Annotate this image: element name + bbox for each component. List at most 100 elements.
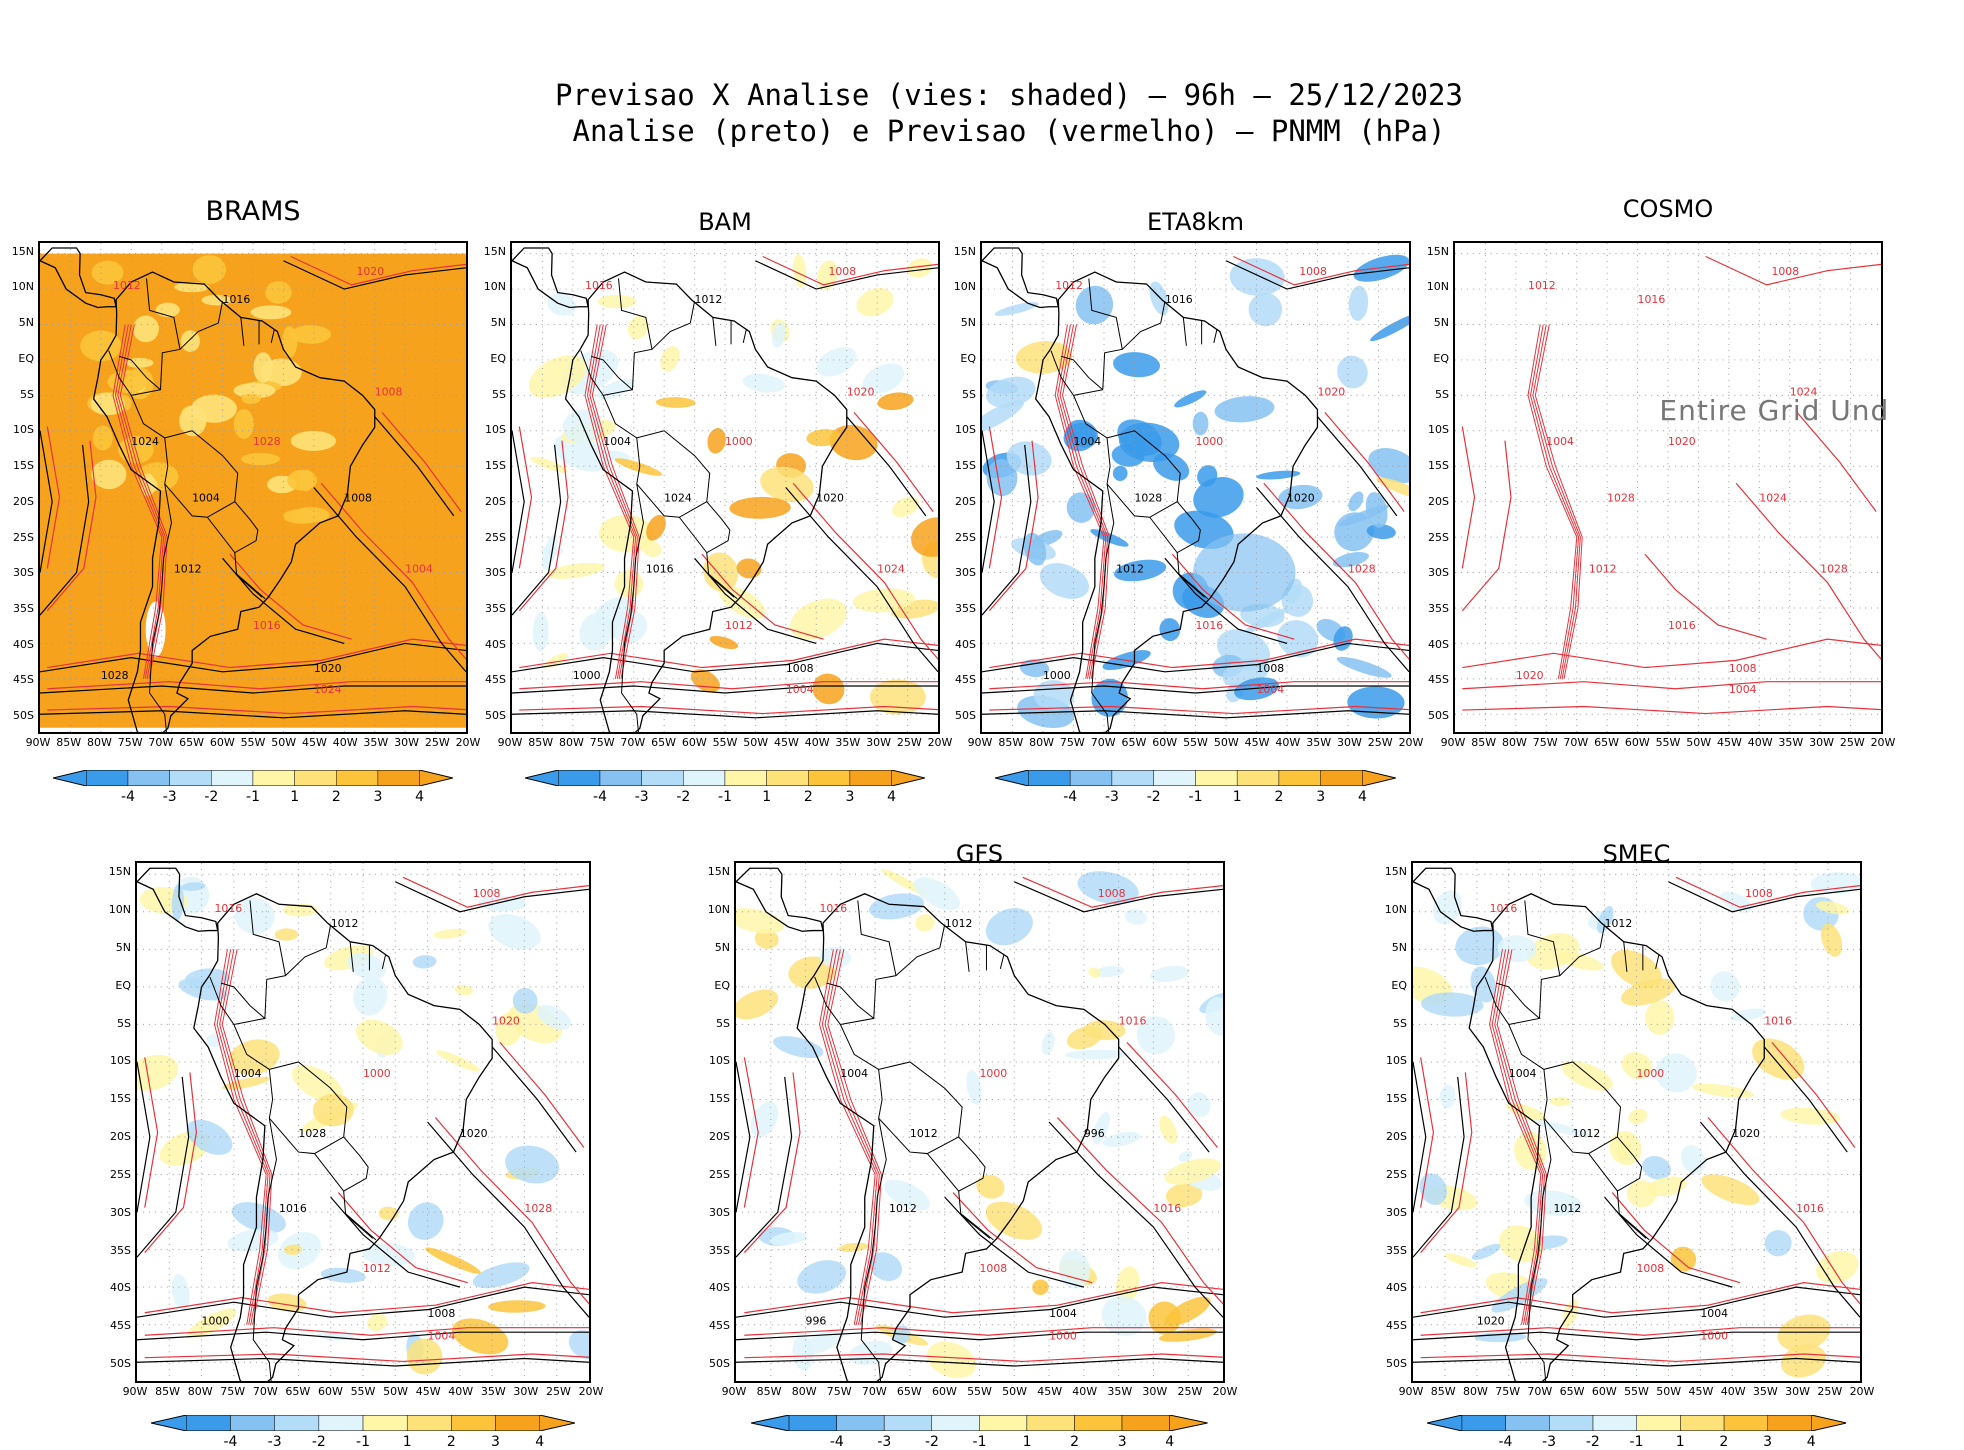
latitude-label: 5N	[960, 316, 976, 330]
colorbar-segment	[1026, 1415, 1075, 1431]
latitude-label: 25S	[1386, 1167, 1407, 1181]
longitude-label: 25W	[1817, 1385, 1843, 1398]
forecast-isobar	[1324, 412, 1405, 512]
bias-blob	[1063, 422, 1096, 452]
forecast-isobar	[744, 1353, 1223, 1363]
colorbar-segment	[641, 770, 684, 786]
forecast-isobar	[1420, 1282, 1860, 1314]
analysis-isobar	[736, 1061, 751, 1213]
colorbar-tick-label: -1	[356, 1434, 370, 1450]
longitude-label: 85W	[528, 736, 554, 749]
bias-blob	[792, 1334, 814, 1371]
country-border	[1616, 1191, 1650, 1241]
isobars	[1461, 255, 1881, 715]
bias-blob	[181, 882, 206, 891]
contour-label: 1012	[910, 1127, 938, 1140]
latitude-label: 30S	[485, 566, 506, 580]
colorbar-segment	[539, 1415, 576, 1431]
colorbar-segment	[294, 770, 337, 786]
bias-blob	[986, 459, 1018, 497]
central-america-coastline	[1413, 867, 1494, 932]
bias-blob	[579, 612, 614, 651]
forecast-isobar	[519, 681, 938, 690]
forecast-isobar	[744, 1282, 1223, 1314]
contour-label: 1016	[1796, 1202, 1824, 1215]
bias-blob	[505, 1145, 560, 1184]
bias-blob	[1444, 1253, 1478, 1268]
forecast-isobar	[519, 705, 938, 715]
bias-blob	[192, 255, 226, 284]
central-america-coastline	[982, 247, 1060, 309]
country-border	[249, 900, 286, 976]
country-borders	[814, 900, 1005, 1381]
latitude-label: 15S	[955, 459, 976, 473]
colorbar-tick-label: -1	[972, 1434, 987, 1450]
colorbar-segment	[1074, 1415, 1123, 1431]
bias-blob	[1370, 313, 1409, 342]
forecast-isobar	[989, 705, 1409, 715]
forecast-isobar	[1462, 681, 1881, 690]
bias-blob	[1332, 552, 1369, 568]
bias-blob	[1277, 620, 1319, 658]
colorbar-segment	[1320, 770, 1363, 786]
bias-blob	[1101, 1296, 1147, 1337]
analysis-isobar	[736, 1357, 1223, 1367]
bias-blob	[1780, 1344, 1827, 1378]
bias-blob	[655, 397, 696, 408]
bias-blob	[1159, 1115, 1178, 1144]
map-canvas: 1016 1012 1008 1004 1000 1020 1024 1016 1012 1008…	[512, 243, 938, 732]
colorbar-tick-label: -3	[877, 1434, 892, 1450]
south-america-coastline	[1468, 893, 1765, 1381]
longitude-label: 50W	[271, 736, 297, 749]
latitude-label: 5S	[962, 387, 976, 401]
latitude-label: 5N	[1391, 941, 1407, 954]
contour-label: 1020	[314, 662, 342, 675]
longitude-label: 55W	[1655, 736, 1681, 749]
bias-blob	[107, 370, 149, 394]
contour-label: 1008	[1299, 265, 1327, 278]
contour-label: 1008	[786, 662, 814, 675]
forecast-isobar	[114, 324, 165, 679]
longitude-label: 20W	[1870, 736, 1896, 749]
bias-blob	[1112, 465, 1128, 481]
bias-blob	[829, 424, 878, 461]
latitude-label: 50S	[1386, 1357, 1407, 1371]
longitude-label: 75W	[1495, 1385, 1521, 1398]
longitude-label: 50W	[1686, 736, 1712, 749]
latitude-label: 15N	[1426, 244, 1449, 258]
contour-label: 1024	[664, 492, 692, 505]
south-america-coastline	[92, 271, 376, 732]
contour-label: 1016	[279, 1202, 307, 1215]
contour-label: 1012	[945, 917, 973, 930]
latitude-label: 20S	[1386, 1130, 1407, 1144]
longitude-label: 25W	[424, 736, 450, 749]
longitude-label: 70W	[620, 736, 646, 749]
contour-label: 1020	[460, 1127, 488, 1140]
colorbar-tick-label: -3	[1105, 789, 1119, 805]
country-border	[164, 430, 239, 518]
bias-blob	[707, 428, 726, 454]
bias-blob	[797, 1260, 847, 1294]
latitude-label: 40S	[955, 637, 976, 651]
bias-blob	[186, 1308, 237, 1339]
central-america-coastline	[512, 247, 589, 309]
latitude-label: 35S	[1386, 1243, 1407, 1257]
country-border	[857, 900, 897, 976]
bias-blob	[1815, 901, 1850, 915]
country-border	[240, 317, 245, 346]
analysis-isobar	[1225, 260, 1409, 290]
bias-blob	[171, 884, 184, 921]
latitude-label: EQ	[115, 978, 131, 992]
latitude-label: 10S	[1386, 1054, 1407, 1068]
bias-blob	[1720, 891, 1753, 913]
contour-label: 1024	[1759, 492, 1787, 505]
colorbar-segment	[169, 770, 212, 786]
country-border	[1623, 941, 1628, 972]
analysis-isobar	[1256, 487, 1409, 673]
bias-blob	[1670, 1246, 1697, 1272]
forecast-isobar	[290, 255, 466, 286]
longitude-label: 25W	[1177, 1385, 1203, 1398]
country-border	[1160, 301, 1166, 324]
longitude-label: 40W	[332, 736, 358, 749]
analysis-isobar	[512, 642, 938, 673]
